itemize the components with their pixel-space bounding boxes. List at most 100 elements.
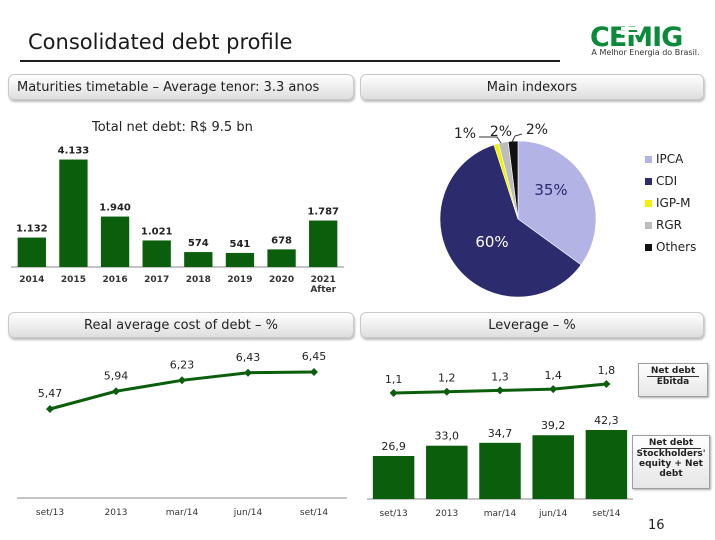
legend-swatch [645, 243, 652, 251]
x-tick-label: jun/14 [538, 509, 568, 519]
x-tick-label: 2021 [311, 275, 336, 285]
x-tick-label: mar/14 [166, 508, 199, 518]
pie-value-label: 2% [526, 122, 548, 138]
pie-value-label: 1% [454, 126, 476, 142]
data-point [310, 368, 318, 376]
x-tick-label: 2017 [144, 275, 169, 285]
pie-legend: IPCA CDI IGP-M RGR Others [645, 148, 696, 258]
data-point [244, 368, 252, 377]
bar [17, 237, 46, 267]
bar-value-label: 26,9 [381, 440, 406, 453]
ratio-numerator: Net debt [647, 366, 699, 377]
legend-swatch [645, 221, 652, 229]
bar [100, 216, 130, 267]
bar [532, 435, 574, 499]
cost-header: Real average cost of debt – % [8, 312, 354, 338]
indexors-header: Main indexors [360, 74, 704, 100]
data-point [46, 405, 54, 413]
bar-value-label: 541 [230, 239, 251, 250]
x-tick-label: 2013 [105, 508, 128, 518]
pie-value-label: 60% [475, 233, 508, 251]
bar [267, 249, 296, 267]
legend-item-others: Others [645, 236, 696, 258]
x-tick-label: After [310, 285, 336, 295]
data-point [442, 387, 451, 396]
legend-item-cdi: CDI [645, 170, 696, 192]
bar-value-label: 1.132 [16, 224, 48, 235]
bar [225, 252, 255, 267]
logo-tagline: A Melhor Energia do Brasil. [591, 48, 700, 57]
bar-value-label: 574 [188, 238, 209, 249]
ratio-denominator: Ebitda [656, 377, 690, 387]
bar-value-label: 4.133 [58, 146, 90, 157]
legend-label: Others [656, 240, 697, 254]
data-value-label: 5,94 [104, 369, 129, 382]
x-tick-label: set/13 [379, 509, 407, 519]
x-tick-label: 2018 [186, 275, 211, 285]
bar [142, 240, 171, 267]
x-tick-label: set/14 [300, 508, 329, 518]
data-point [549, 385, 558, 394]
bar [309, 220, 338, 267]
maturities-subtitle: Total net debt: R$ 9.5 bn [92, 120, 253, 135]
data-value-label: 5,47 [38, 387, 63, 400]
legend-label: CDI [656, 174, 678, 188]
bar [585, 430, 628, 499]
pie-slice-cdi [439, 144, 582, 298]
x-tick-label: 2015 [61, 275, 86, 285]
ratio-box-equity: Net debt Stockholders' equity + Net debt [632, 435, 710, 489]
data-point [496, 386, 504, 395]
pie-value-label: 2% [490, 124, 512, 140]
x-tick-label: mar/14 [484, 509, 517, 519]
legend-item-rgr: RGR [645, 214, 696, 236]
leader-line [511, 133, 523, 143]
data-point [178, 376, 186, 385]
data-value-label: 1,4 [544, 369, 562, 382]
pie-value-label: 35% [534, 181, 567, 199]
bar-value-label: 33,0 [435, 430, 460, 443]
bar-value-label: 1.021 [141, 226, 173, 237]
title-divider [20, 60, 560, 62]
bar-value-label: 42,3 [594, 414, 619, 427]
bar-value-label: 678 [271, 235, 292, 246]
legend-swatch [645, 199, 652, 207]
x-tick-label: 2014 [19, 275, 44, 285]
leverage-header: Leverage – % [360, 312, 704, 338]
data-value-label: 1,1 [385, 373, 403, 386]
bar-value-label: 34,7 [488, 427, 513, 440]
x-tick-label: 2019 [227, 275, 252, 285]
ratio-numerator: Net debt [641, 438, 701, 449]
data-value-label: 1,8 [598, 364, 616, 377]
data-value-label: 1,2 [438, 372, 456, 385]
ratio-denominator: Stockholders' equity + Net debt [636, 449, 706, 479]
bar [59, 159, 88, 267]
bar-value-label: 1.787 [307, 207, 339, 218]
legend-label: RGR [656, 218, 682, 232]
data-value-label: 6,43 [236, 351, 261, 364]
legend-label: IGP-M [656, 196, 691, 210]
bar [479, 442, 521, 499]
bar [184, 252, 213, 267]
legend-swatch [645, 155, 652, 163]
leader-line [479, 136, 502, 144]
ratio-box-ebitda: Net debt Ebitda [638, 363, 708, 397]
bar-value-label: 39,2 [541, 419, 566, 432]
x-tick-label: 2020 [269, 275, 294, 285]
x-tick-label: jun/14 [233, 508, 263, 518]
data-point [112, 387, 120, 396]
pie-slice-others [507, 140, 519, 220]
bar [372, 456, 415, 499]
cemig-logo: CEMIG [590, 22, 683, 53]
pie-slice-ipca [517, 140, 597, 266]
data-value-label: 6,45 [302, 350, 327, 363]
data-point [602, 380, 611, 388]
page-number: 16 [648, 518, 665, 533]
legend-swatch [645, 177, 652, 185]
data-value-label: 6,23 [170, 358, 195, 371]
x-tick-label: set/14 [592, 509, 621, 519]
x-tick-label: set/13 [36, 508, 64, 518]
bar-value-label: 1.940 [99, 203, 131, 214]
